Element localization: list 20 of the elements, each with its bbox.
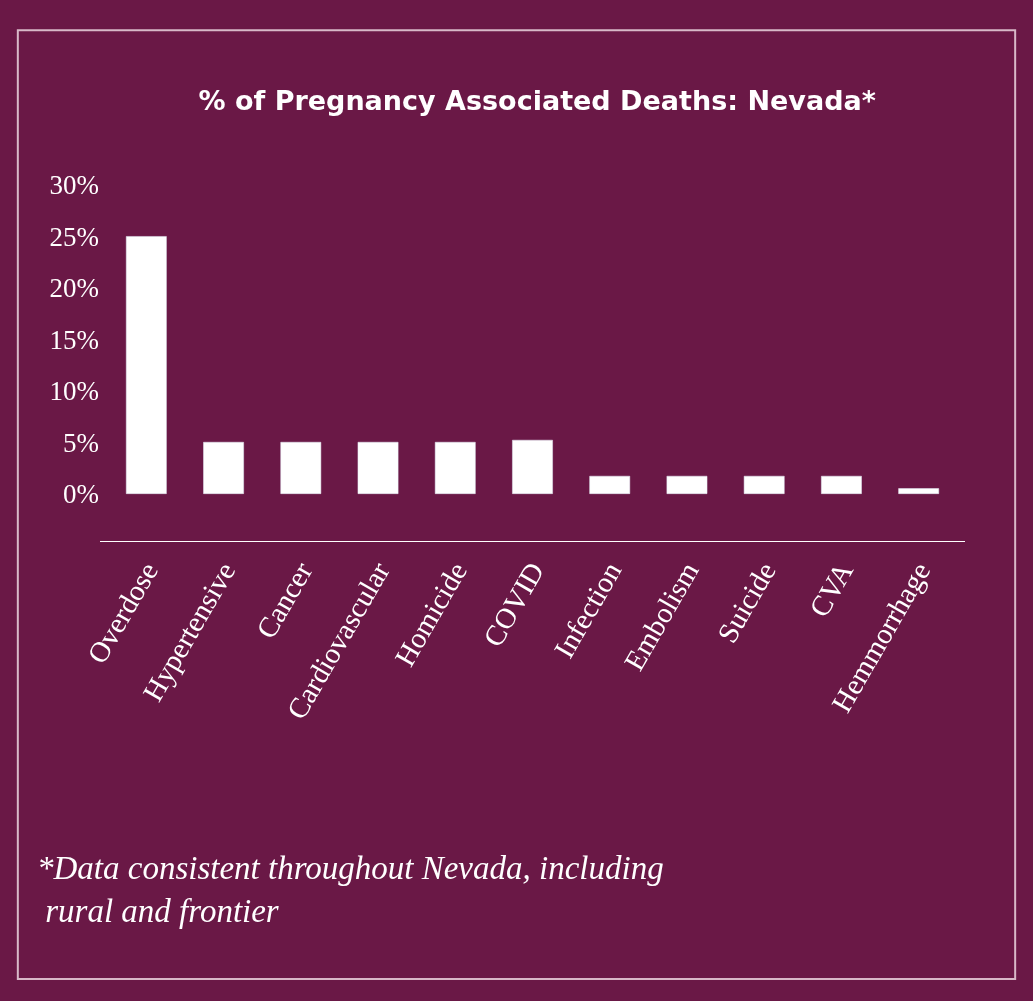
bar <box>434 441 476 494</box>
y-tick-label: 25% <box>49 221 99 252</box>
bar <box>666 475 708 494</box>
bar <box>357 441 399 494</box>
bar <box>512 439 553 494</box>
y-tick-label: 20% <box>49 273 99 304</box>
y-tick-label: 10% <box>49 376 99 407</box>
y-tick-label: 5% <box>63 427 99 458</box>
text: *Data consistent throughout Nevada, including rural and frontier <box>37 850 664 929</box>
bar <box>126 236 167 494</box>
bar <box>898 488 939 494</box>
y-tick-label: 0% <box>63 479 99 510</box>
bar <box>203 441 244 494</box>
chart-title: % of Pregnancy Associated Deaths: Nevada* <box>198 84 876 116</box>
y-tick-label: 30% <box>49 170 99 201</box>
bar <box>589 475 631 494</box>
y-tick-label: 15% <box>49 324 99 355</box>
bar <box>280 441 322 494</box>
bar <box>821 475 862 494</box>
bar <box>743 475 785 494</box>
